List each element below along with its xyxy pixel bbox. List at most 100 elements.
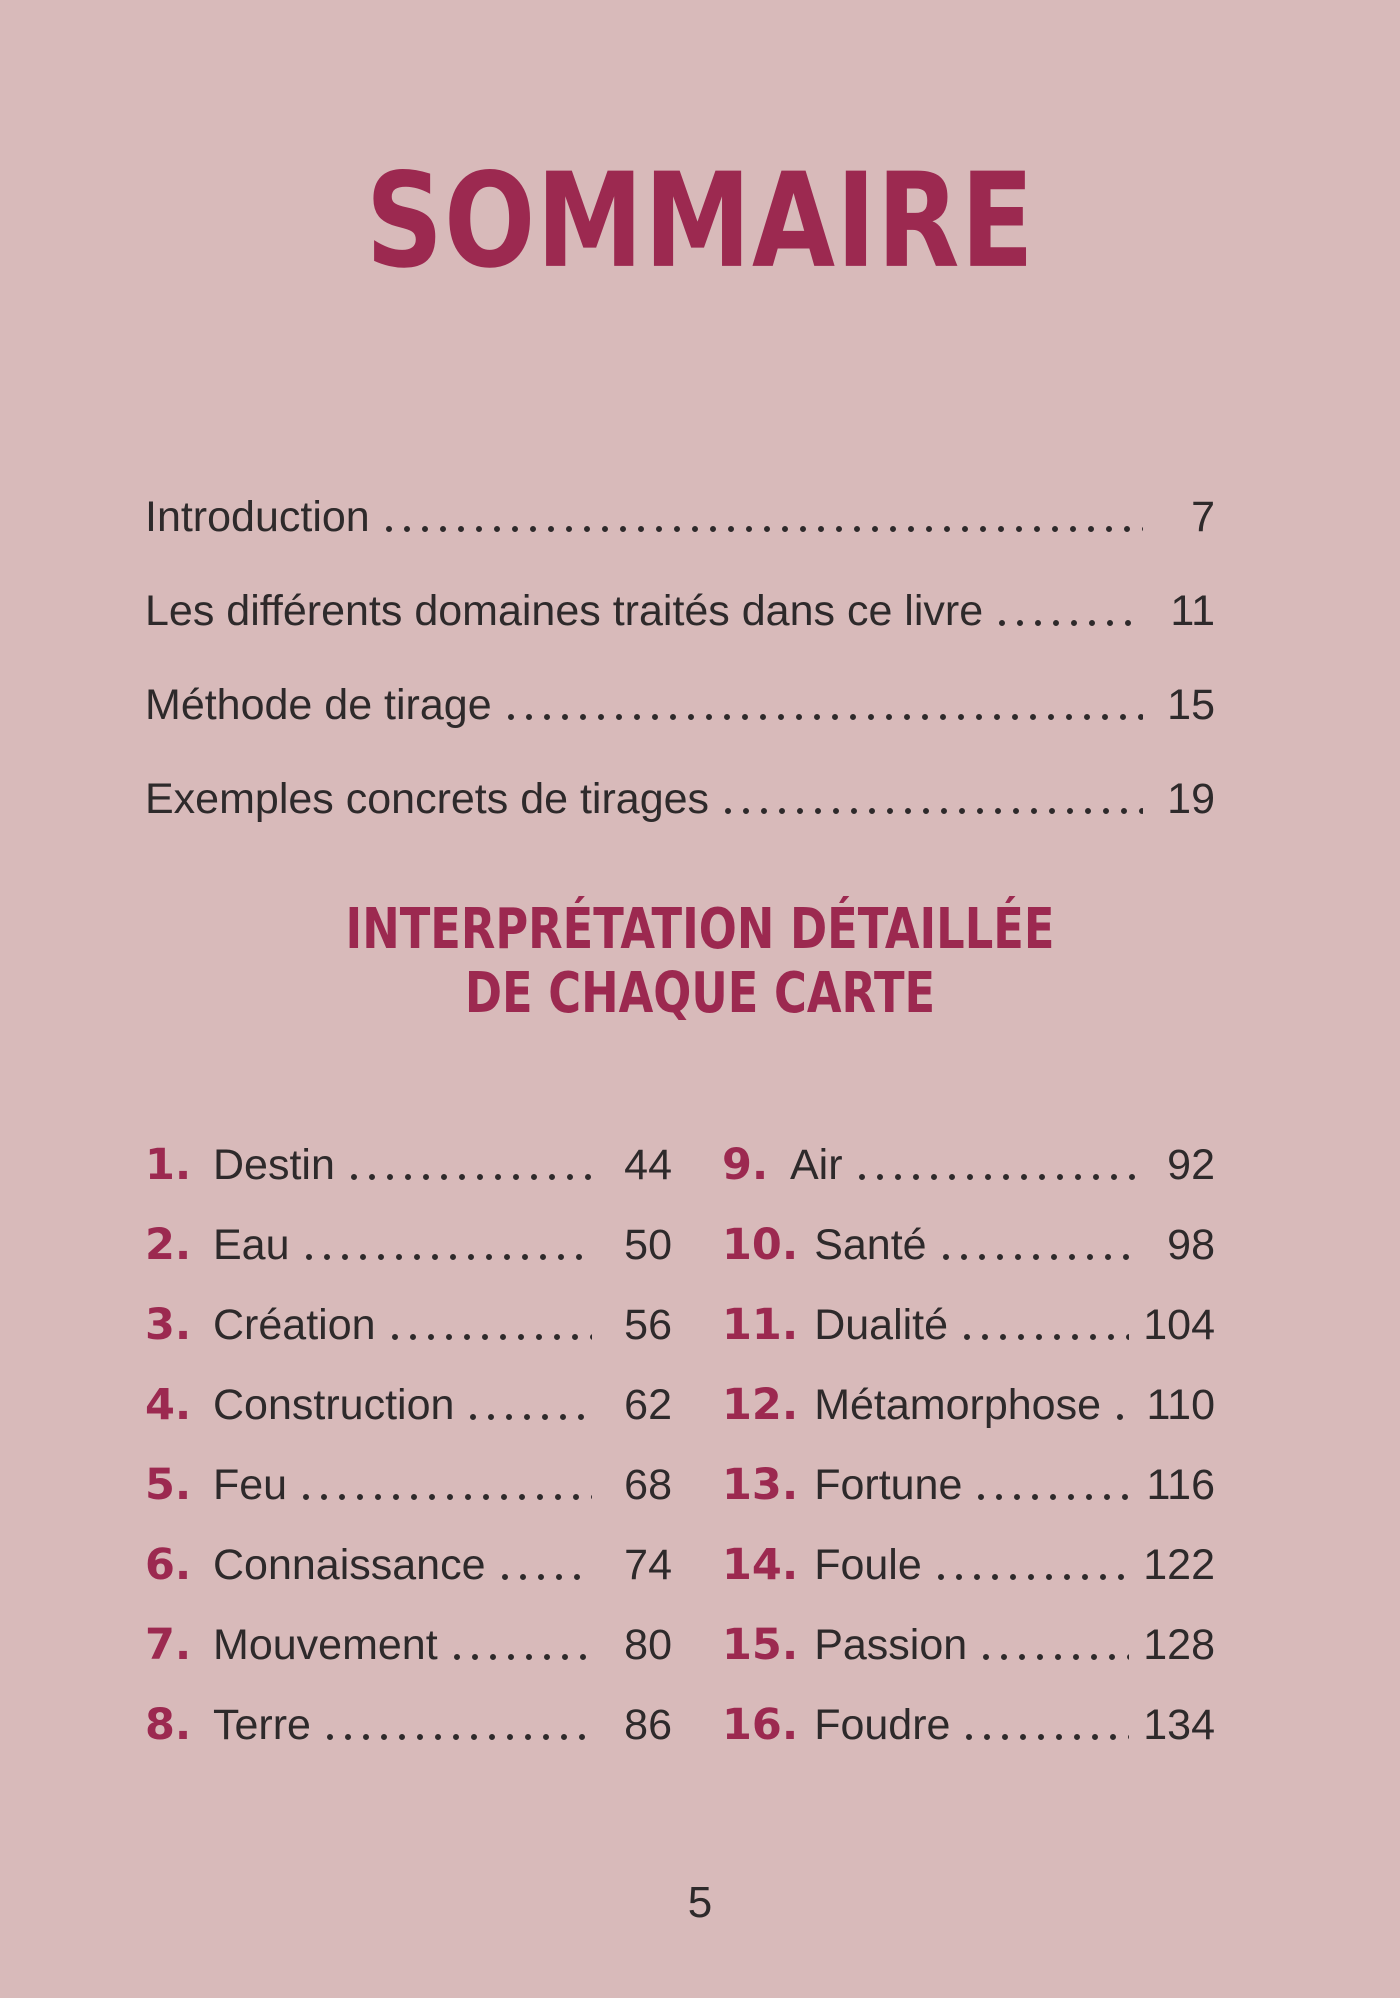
entry-page: 98 — [1167, 1221, 1215, 1269]
entry-page: 74 — [624, 1541, 672, 1589]
toc-entry-page: 15 — [1167, 681, 1215, 729]
leader-dots — [379, 525, 1143, 533]
entry-number: 6. — [145, 1540, 192, 1590]
entry-page: 44 — [624, 1141, 672, 1189]
toc-entry: 14. Foule 122 — [722, 1510, 1215, 1590]
entry-page: 122 — [1143, 1541, 1215, 1589]
toc-entry-label: Les différents domaines traités dans ce … — [145, 587, 984, 635]
entry-label: Dualité — [814, 1301, 949, 1349]
leader-dots — [993, 619, 1143, 627]
toc-entry: 11. Dualité 104 — [722, 1270, 1215, 1350]
entry-page: 80 — [624, 1621, 672, 1669]
leader-dots — [501, 713, 1143, 721]
intro-toc-list: Introduction 7 Les différents domaines t… — [145, 448, 1215, 824]
section-heading-line1: INTERPRÉTATION DÉTAILLÉE — [345, 897, 1055, 962]
entry-number: 1. — [145, 1140, 192, 1190]
page-number: 5 — [687, 1878, 713, 1927]
leader-dots — [1111, 1413, 1133, 1421]
toc-entry: 4. Construction 62 — [145, 1350, 672, 1430]
toc-entry: Introduction 7 — [145, 448, 1215, 542]
card-toc-right-column: 9. Air 92 10. Santé 98 11. Dualité 104 1… — [722, 1110, 1215, 1750]
entry-label: Feu — [213, 1461, 288, 1509]
entry-page: 116 — [1146, 1461, 1215, 1509]
toc-entry: 7. Mouvement 80 — [145, 1590, 672, 1670]
entry-number: 7. — [145, 1620, 192, 1670]
entry-label: Passion — [814, 1621, 968, 1669]
leader-dots — [977, 1653, 1130, 1661]
leader-dots — [931, 1573, 1130, 1581]
toc-entry: 3. Création 56 — [145, 1270, 672, 1350]
toc-entry: Exemples concrets de tirages 19 — [145, 730, 1215, 824]
toc-entry: 6. Connaissance 74 — [145, 1510, 672, 1590]
leader-dots — [958, 1333, 1130, 1341]
entry-page: 110 — [1146, 1381, 1215, 1429]
entry-number: 13. — [722, 1460, 799, 1510]
toc-entry-page: 19 — [1167, 775, 1215, 823]
entry-page: 62 — [624, 1381, 672, 1429]
entry-label: Terre — [213, 1701, 311, 1749]
leader-dots — [495, 1573, 592, 1581]
toc-entry: 13. Fortune 116 — [722, 1430, 1215, 1510]
entry-number: 5. — [145, 1460, 192, 1510]
page-title: SOMMAIRE — [0, 0, 1400, 298]
toc-entry-page: 11 — [1170, 587, 1215, 635]
toc-entry: 5. Feu 68 — [145, 1430, 672, 1510]
entry-page: 68 — [624, 1461, 672, 1509]
entry-number: 3. — [145, 1300, 192, 1350]
entry-page: 134 — [1143, 1701, 1215, 1749]
card-toc: 1. Destin 44 2. Eau 50 3. Création 56 4.… — [145, 1110, 1215, 1750]
entry-number: 15. — [722, 1620, 799, 1670]
leader-dots — [936, 1253, 1135, 1261]
toc-entry: Les différents domaines traités dans ce … — [145, 542, 1215, 636]
section-heading-line2: DE CHAQUE CARTE — [464, 961, 936, 1026]
toc-entry: 12. Métamorphose 110 — [722, 1350, 1215, 1430]
toc-entry-page: 7 — [1191, 493, 1215, 541]
leader-dots — [852, 1173, 1135, 1181]
entry-label: Construction — [213, 1381, 455, 1429]
entry-page: 128 — [1143, 1621, 1215, 1669]
toc-entry: 8. Terre 86 — [145, 1670, 672, 1750]
entry-number: 10. — [722, 1220, 799, 1270]
entry-label: Santé — [814, 1221, 927, 1269]
entry-number: 8. — [145, 1700, 192, 1750]
leader-dots — [344, 1173, 592, 1181]
entry-page: 92 — [1167, 1141, 1215, 1189]
entry-number: 2. — [145, 1220, 192, 1270]
leader-dots — [320, 1733, 592, 1741]
entry-label: Foule — [814, 1541, 922, 1589]
entry-number: 12. — [722, 1380, 799, 1430]
entry-number: 14. — [722, 1540, 799, 1590]
leader-dots — [960, 1733, 1130, 1741]
toc-entry-label: Exemples concrets de tirages — [145, 775, 710, 823]
entry-page: 86 — [624, 1701, 672, 1749]
toc-entry: 10. Santé 98 — [722, 1190, 1215, 1270]
leader-dots — [299, 1253, 592, 1261]
leader-dots — [972, 1493, 1133, 1501]
entry-page: 50 — [624, 1221, 672, 1269]
entry-page: 104 — [1143, 1301, 1215, 1349]
toc-entry: 15. Passion 128 — [722, 1590, 1215, 1670]
entry-label: Métamorphose — [814, 1381, 1101, 1429]
entry-label: Eau — [213, 1221, 290, 1269]
toc-entry: 16. Foudre 134 — [722, 1670, 1215, 1750]
leader-dots — [719, 807, 1143, 815]
toc-entry: 1. Destin 44 — [145, 1110, 672, 1190]
entry-page: 56 — [624, 1301, 672, 1349]
entry-label: Air — [790, 1141, 843, 1189]
card-toc-left-column: 1. Destin 44 2. Eau 50 3. Création 56 4.… — [145, 1110, 672, 1750]
entry-label: Mouvement — [213, 1621, 438, 1669]
toc-entry: 9. Air 92 — [722, 1110, 1215, 1190]
entry-number: 16. — [722, 1700, 799, 1750]
leader-dots — [447, 1653, 592, 1661]
entry-number: 11. — [722, 1300, 799, 1350]
toc-entry-label: Méthode de tirage — [145, 681, 492, 729]
leader-dots — [385, 1333, 592, 1341]
entry-number: 4. — [145, 1380, 192, 1430]
entry-label: Fortune — [814, 1461, 963, 1509]
entry-label: Connaissance — [213, 1541, 486, 1589]
section-heading: INTERPRÉTATION DÉTAILLÉE DE CHAQUE CARTE — [0, 898, 1400, 1026]
page-title-text: SOMMAIRE — [365, 145, 1035, 298]
leader-dots — [464, 1413, 592, 1421]
toc-entry: Méthode de tirage 15 — [145, 636, 1215, 730]
